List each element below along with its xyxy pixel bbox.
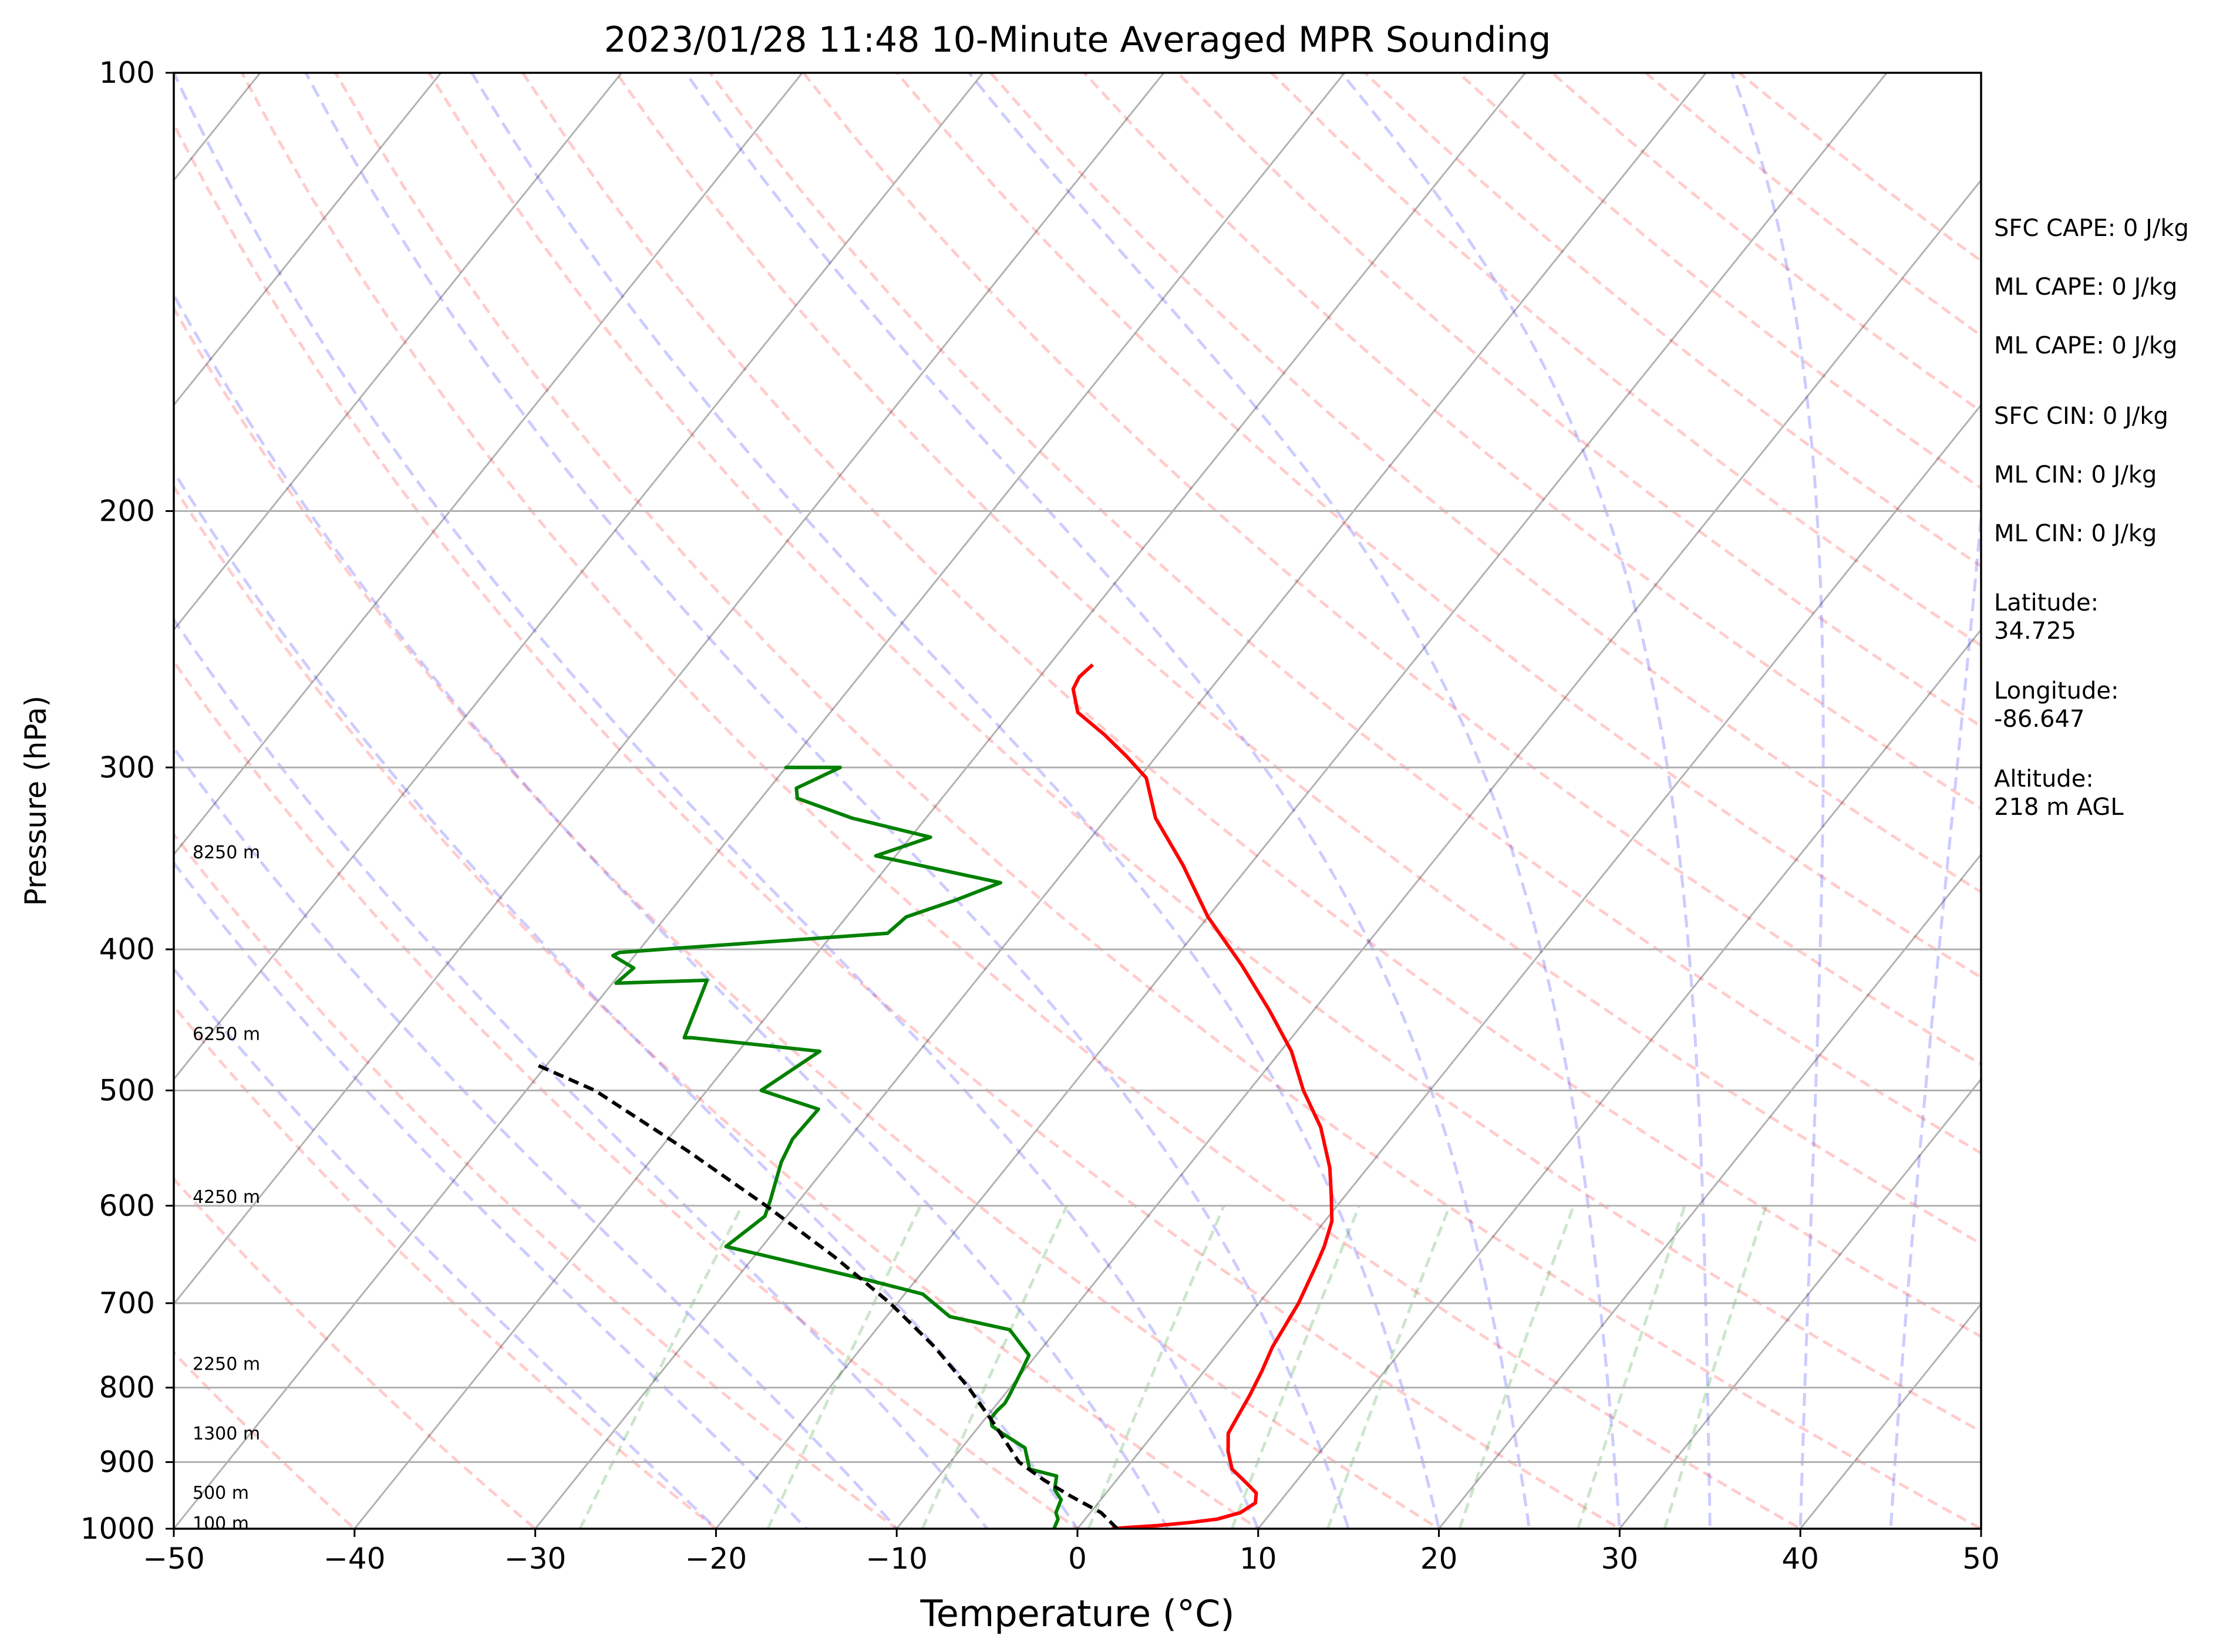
y-axis-label: Pressure (hPa): [19, 696, 53, 906]
dry-adiabat: [174, 1350, 357, 1529]
moist-adiabat: [174, 617, 989, 1529]
height-label: 2250 m: [193, 1354, 260, 1374]
chart-title: 2023/01/28 11:48 10-Minute Averaged MPR …: [604, 19, 1551, 60]
temperature-trace: [1071, 663, 1334, 1529]
y-tick-label: 100: [99, 56, 155, 90]
sounding-index-value: 218 m AGL: [1994, 794, 2124, 821]
dry-adiabat: [1177, 73, 1981, 729]
sounding-index: ML CAPE: 0 J/kg: [1994, 332, 2177, 359]
x-tick-label: −50: [143, 1542, 205, 1576]
y-tick-label: 300: [99, 750, 155, 784]
isotherm: [353, 73, 1526, 1529]
sounding-index-value: -86.647: [1994, 706, 2084, 733]
isotherm: [1438, 853, 1981, 1529]
y-tick-label: 200: [99, 494, 155, 528]
isotherm: [174, 73, 1165, 1306]
dry-adiabat: [174, 120, 1623, 1529]
isotherm: [715, 73, 1888, 1529]
height-label: 100 m: [193, 1513, 249, 1534]
sounding-index-value: 34.725: [1994, 618, 2076, 645]
x-tick-label: −40: [324, 1542, 386, 1576]
x-tick-label: −20: [685, 1542, 747, 1576]
height-label: 4250 m: [193, 1187, 260, 1208]
isotherm: [174, 73, 984, 1081]
isotherm: [896, 178, 1981, 1529]
dry-adiabat: [521, 73, 1981, 1339]
sounding-index: ML CIN: 0 J/kg: [1994, 520, 2157, 547]
height-label: 8250 m: [193, 842, 260, 863]
y-tick-label: 900: [99, 1445, 155, 1479]
moist-adiabat: [174, 73, 1260, 1529]
x-tick-label: −30: [504, 1542, 567, 1576]
dry-adiabat: [334, 73, 1981, 1529]
x-tick-label: 30: [1601, 1542, 1639, 1576]
x-tick-label: 40: [1781, 1542, 1819, 1576]
x-tick-label: −10: [865, 1542, 928, 1576]
isotherm: [174, 73, 442, 407]
isotherm: [174, 73, 803, 856]
dry-adiabat: [174, 832, 900, 1529]
series-layer: [535, 663, 1334, 1529]
dry-adiabat: [174, 305, 1442, 1529]
isotherm: [1076, 403, 1981, 1529]
sounding-index: SFC CIN: 0 J/kg: [1994, 403, 2168, 430]
dry-adiabat: [427, 73, 1981, 1434]
dry-adiabat: [1083, 73, 1981, 811]
mixing-ratio-line: [1663, 1205, 1768, 1529]
y-tick-label: 700: [99, 1286, 155, 1320]
dry-adiabat: [615, 73, 1981, 1246]
grid-layer: [174, 73, 1981, 1529]
sounding-index: Altitude:: [1994, 766, 2094, 793]
dry-adiabat: [174, 1004, 719, 1529]
isotherm: [1257, 628, 1981, 1529]
dry-adiabat: [174, 659, 1080, 1529]
isotherm: [174, 73, 622, 632]
sounding-index: ML CIN: 0 J/kg: [1994, 461, 2157, 488]
x-axis-label: Temperature (°C): [919, 1592, 1234, 1635]
height-label: 500 m: [193, 1483, 249, 1503]
height-label: 6250 m: [193, 1024, 260, 1045]
x-tick-label: 20: [1420, 1542, 1458, 1576]
parcel-trace: [535, 1063, 1119, 1529]
sounding-index: SFC CAPE: 0 J/kg: [1994, 215, 2189, 242]
x-tick-label: 0: [1068, 1542, 1087, 1576]
dry-adiabat: [240, 73, 1804, 1529]
y-tick-label: 600: [99, 1189, 155, 1223]
sounding-index: Latitude:: [1994, 589, 2099, 616]
sounding-index: Longitude:: [1994, 677, 2118, 704]
moist-adiabat: [174, 292, 1170, 1529]
x-tick-label: 10: [1240, 1542, 1277, 1576]
x-tick-label: 50: [1962, 1542, 2000, 1576]
sounding-index: ML CAPE: 0 J/kg: [1994, 274, 2177, 301]
isotherm: [534, 73, 1707, 1529]
dry-adiabat: [709, 73, 1981, 1155]
y-tick-label: 800: [99, 1371, 155, 1405]
dry-adiabat: [989, 73, 1981, 894]
y-tick-label: 400: [99, 932, 155, 966]
sounding-indices: SFC CAPE: 0 J/kg ML CAPE: 0 J/kg ML CAPE: …: [1994, 215, 2189, 821]
dry-adiabat: [174, 484, 1261, 1529]
isotherm: [174, 73, 1346, 1529]
isotherm: [1619, 1077, 1981, 1529]
y-tick-label: 1000: [80, 1512, 155, 1546]
y-tick-label: 500: [99, 1073, 155, 1107]
axes-layer: 100 m 500 m 1300 m 2250 m 4250 m 6250 m 8250 m…: [80, 56, 2000, 1576]
height-label: 1300 m: [193, 1424, 260, 1444]
